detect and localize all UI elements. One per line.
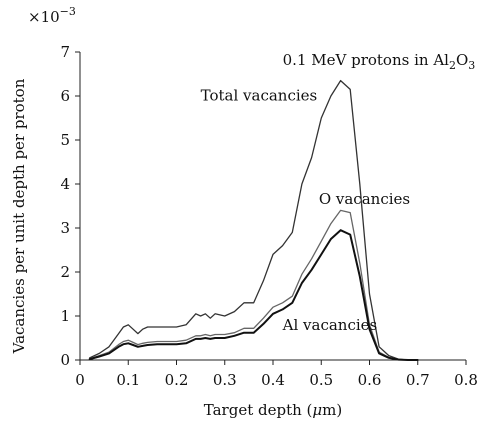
series-line-total-vacancies — [89, 79, 419, 361]
x-axis-title: Target depth (μm) — [204, 401, 342, 419]
y-tick-label: 2 — [60, 263, 70, 281]
series-label: Total vacancies — [201, 86, 318, 104]
x-tick-label: 0 — [75, 371, 85, 389]
y-axis-multiplier: ×10−3 — [28, 5, 76, 26]
series-label: Al vacancies — [282, 316, 378, 334]
y-tick-label: 5 — [60, 131, 70, 149]
x-axis-ticks: 0 0.1 0.2 0.3 0.4 0.5 0.6 0.7 0.8 — [75, 360, 478, 389]
series-line-al-vacancies — [88, 229, 419, 361]
x-tick-label: 0.8 — [454, 371, 478, 389]
y-tick-label: 6 — [60, 87, 70, 105]
x-tick-label: 0.7 — [406, 371, 430, 389]
x-tick-label: 0.1 — [116, 371, 140, 389]
x-tick-label: 0.6 — [358, 371, 382, 389]
y-axis-title: Vacancies per unit depth per proton — [10, 78, 28, 354]
x-tick-label: 0.4 — [261, 371, 285, 389]
y-tick-label: 7 — [60, 43, 70, 61]
series-lines — [88, 79, 419, 361]
x-tick-label: 0.5 — [309, 371, 333, 389]
y-tick-label: 0 — [60, 351, 70, 369]
chart-annotation: 0.1 MeV protons in Al2O3 — [283, 51, 476, 72]
x-tick-label: 0.3 — [213, 371, 237, 389]
x-tick-label: 0.2 — [165, 371, 189, 389]
y-tick-label: 3 — [60, 219, 70, 237]
y-tick-label: 1 — [60, 307, 70, 325]
y-tick-label: 4 — [60, 175, 70, 193]
series-labels: Total vacancies O vacancies Al vacancies — [201, 86, 410, 334]
y-axis-ticks: 0 1 2 3 4 5 6 7 — [60, 43, 80, 369]
series-line-o-vacancies — [89, 209, 419, 361]
series-label: O vacancies — [319, 190, 410, 208]
